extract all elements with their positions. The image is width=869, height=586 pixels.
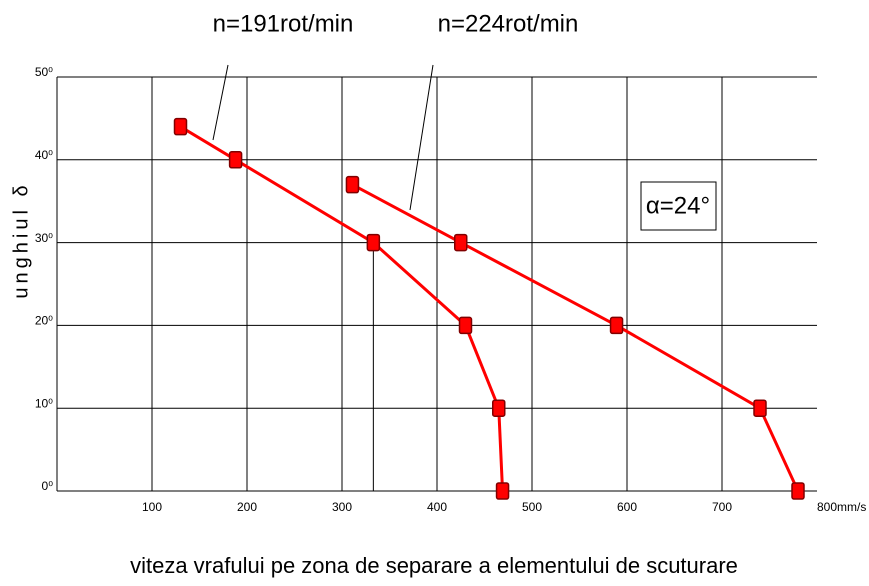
y-tick-label: 20⁰ — [35, 314, 53, 328]
x-tick-label: 600 — [617, 500, 637, 514]
point-marker — [609, 316, 624, 335]
series-line — [351, 183, 800, 492]
x-tick-label: 800mm/s — [817, 500, 866, 514]
annotation-box — [640, 181, 717, 231]
point-marker — [228, 151, 243, 169]
y-tick-label: 0⁰ — [42, 479, 54, 493]
y-axis-title: unghiul δ — [10, 181, 32, 298]
point-marker — [492, 399, 506, 417]
x-tick-label: 700 — [712, 500, 732, 514]
x-tick-label: 200 — [237, 500, 257, 514]
point-marker — [495, 482, 510, 500]
point-marker — [173, 117, 188, 136]
point-marker — [791, 482, 805, 500]
point-marker — [345, 175, 360, 194]
y-tick-label: 10⁰ — [35, 396, 53, 410]
x-tick-label: 500 — [522, 500, 542, 514]
series-line — [179, 125, 505, 492]
series-label: n=191rot/min — [213, 10, 354, 37]
point-marker — [753, 399, 767, 417]
x-tick-label: 300 — [332, 500, 352, 514]
point-marker — [454, 233, 468, 252]
annotation: α=24° — [646, 192, 710, 219]
x-axis-title: viteza vrafului pe zona de separare a el… — [130, 553, 738, 578]
y-tick-label: 50⁰ — [35, 65, 53, 79]
leader-line — [409, 64, 434, 211]
point-marker — [458, 316, 473, 335]
x-tick-label: 400 — [427, 500, 447, 514]
series-label: n=224rot/min — [438, 10, 579, 37]
point-marker — [366, 233, 381, 252]
y-tick-label: 40⁰ — [35, 148, 53, 162]
y-tick-label: 30⁰ — [35, 231, 53, 245]
leader-line — [212, 64, 229, 141]
x-tick-label: 100 — [142, 500, 162, 514]
